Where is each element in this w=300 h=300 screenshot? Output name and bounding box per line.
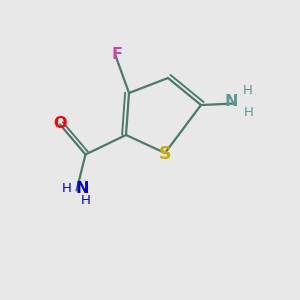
Text: H: H <box>244 106 254 119</box>
Text: S: S <box>159 145 171 163</box>
Text: N: N <box>75 181 89 196</box>
Text: N: N <box>224 94 238 109</box>
Text: H: H <box>81 194 91 207</box>
Text: H: H <box>62 182 72 195</box>
Text: H: H <box>243 84 252 98</box>
Text: O: O <box>53 116 67 131</box>
Text: F: F <box>111 47 122 62</box>
